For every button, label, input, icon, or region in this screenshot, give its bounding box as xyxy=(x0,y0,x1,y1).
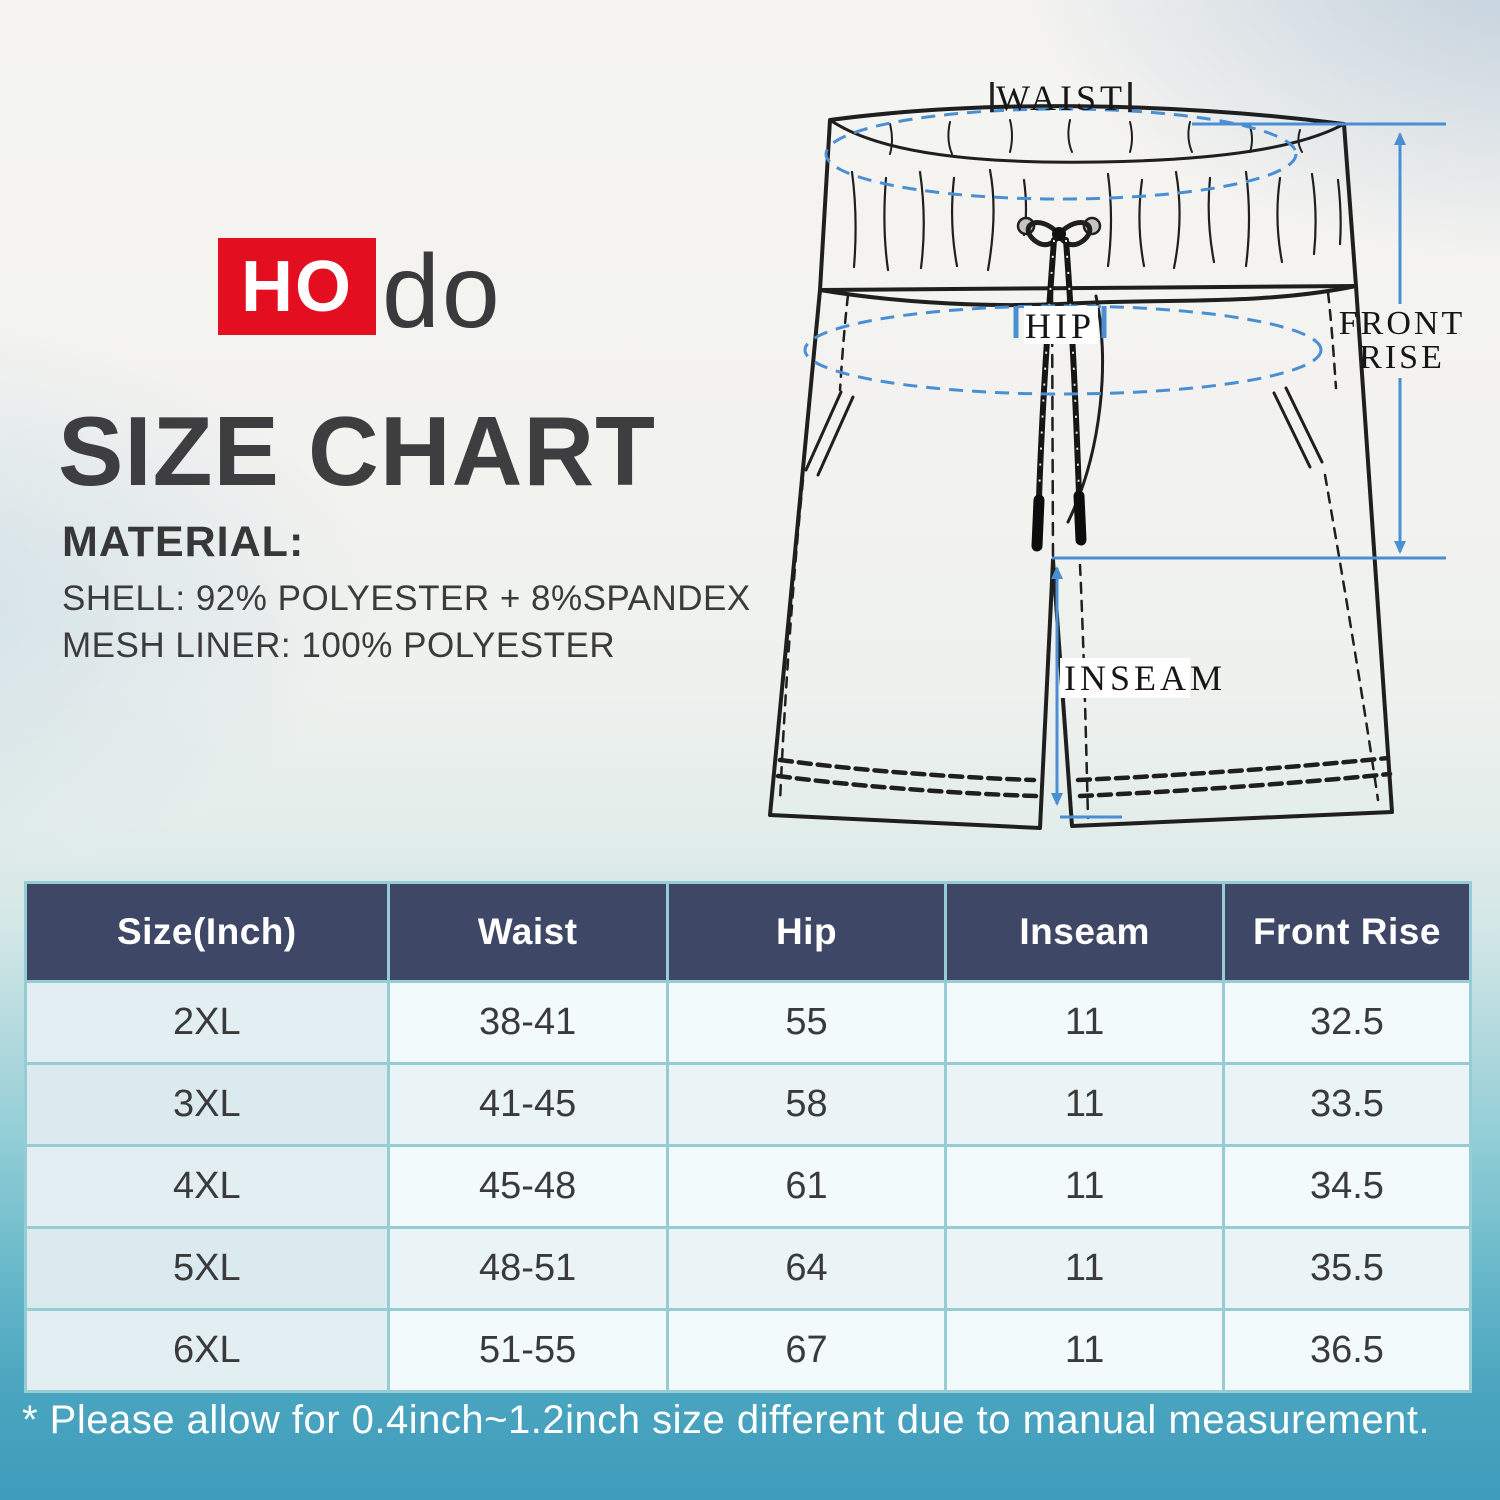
hem-stitching xyxy=(775,755,1393,799)
table-cell: 64 xyxy=(665,1226,948,1311)
table-row: 2XL 38-41 55 11 32.5 xyxy=(24,980,1473,1065)
table-cell: 45-48 xyxy=(386,1144,669,1229)
header-front-rise: Front Rise xyxy=(1221,881,1473,983)
table-row: 3XL 41-45 58 11 33.5 xyxy=(24,1062,1473,1147)
shorts-measurement-diagram: WAIST HIP INSEAM FRONT RISE xyxy=(768,78,1465,830)
table-cell: 33.5 xyxy=(1221,1062,1473,1147)
table-cell: 58 xyxy=(665,1062,948,1147)
table-cell: 67 xyxy=(665,1308,948,1393)
waist-measure-ellipse xyxy=(824,107,1298,201)
table-cell: 11 xyxy=(944,980,1225,1065)
table-body: 2XL 38-41 55 11 32.5 3XL 41-45 58 11 33.5 4XL 45-48… xyxy=(24,980,1473,1393)
table-cell: 34.5 xyxy=(1221,1144,1473,1229)
cord-aglets xyxy=(1031,490,1087,552)
table-cell: 6XL xyxy=(24,1308,390,1393)
header-inseam: Inseam xyxy=(944,881,1225,983)
pocket-lines xyxy=(804,386,1324,477)
header-waist: Waist xyxy=(386,881,669,983)
table-cell: 61 xyxy=(665,1144,948,1229)
brand-logo: HO do xyxy=(218,234,502,350)
front-rise-label-line2: RISE xyxy=(1359,339,1445,376)
table-cell: 4XL xyxy=(24,1144,390,1229)
measurement-footnote: * Please allow for 0.4inch~1.2inch size … xyxy=(22,1398,1431,1442)
table-cell: 55 xyxy=(665,980,948,1065)
table-header-row: Size(Inch) Waist Hip Inseam Front Rise xyxy=(24,881,1473,983)
header-size: Size(Inch) xyxy=(24,881,390,983)
table-row: 6XL 51-55 67 11 36.5 xyxy=(24,1308,1473,1393)
hip-label: HIP xyxy=(1025,306,1095,346)
waistband-inner-gray xyxy=(828,104,1346,164)
header-hip: Hip xyxy=(665,881,948,983)
material-liner-line: MESH LINER: 100% POLYESTER xyxy=(62,625,616,665)
table-cell: 11 xyxy=(944,1226,1225,1311)
table-cell: 41-45 xyxy=(386,1062,669,1147)
material-heading: MATERIAL: xyxy=(62,518,305,566)
table-cell: 32.5 xyxy=(1221,980,1473,1065)
table-cell: 5XL xyxy=(24,1226,390,1311)
brand-logo-do-text: do xyxy=(382,234,502,350)
table-row: 5XL 48-51 64 11 35.5 xyxy=(24,1226,1473,1311)
table-cell: 3XL xyxy=(24,1062,390,1147)
table-cell: 48-51 xyxy=(386,1226,669,1311)
brand-logo-red-box: HO xyxy=(218,238,376,335)
page-title: SIZE CHART xyxy=(58,396,656,506)
table-cell: 11 xyxy=(944,1308,1225,1393)
table-cell: 38-41 xyxy=(386,980,669,1065)
table-cell: 11 xyxy=(944,1062,1225,1147)
material-description: SHELL: 92% POLYESTER + 8%SPANDEX MESH LI… xyxy=(62,576,751,670)
table-cell: 11 xyxy=(944,1144,1225,1229)
front-rise-extension-lines xyxy=(1052,122,1446,819)
material-shell-line: SHELL: 92% POLYESTER + 8%SPANDEX xyxy=(62,579,751,618)
hip-measure-ellipse xyxy=(803,304,1323,396)
brand-logo-ho-text: HO xyxy=(241,246,353,327)
table-cell: 2XL xyxy=(24,980,390,1065)
size-chart-table: Size(Inch) Waist Hip Inseam Front Rise 2… xyxy=(24,881,1473,1393)
table-cell: 35.5 xyxy=(1221,1226,1473,1311)
front-rise-label-line1: FRONT xyxy=(1339,305,1465,342)
waist-label: WAIST xyxy=(996,78,1126,118)
inseam-label: INSEAM xyxy=(1064,658,1226,698)
table-cell: 36.5 xyxy=(1221,1308,1473,1393)
table-cell: 51-55 xyxy=(386,1308,669,1393)
table-row: 4XL 45-48 61 11 34.5 xyxy=(24,1144,1473,1229)
